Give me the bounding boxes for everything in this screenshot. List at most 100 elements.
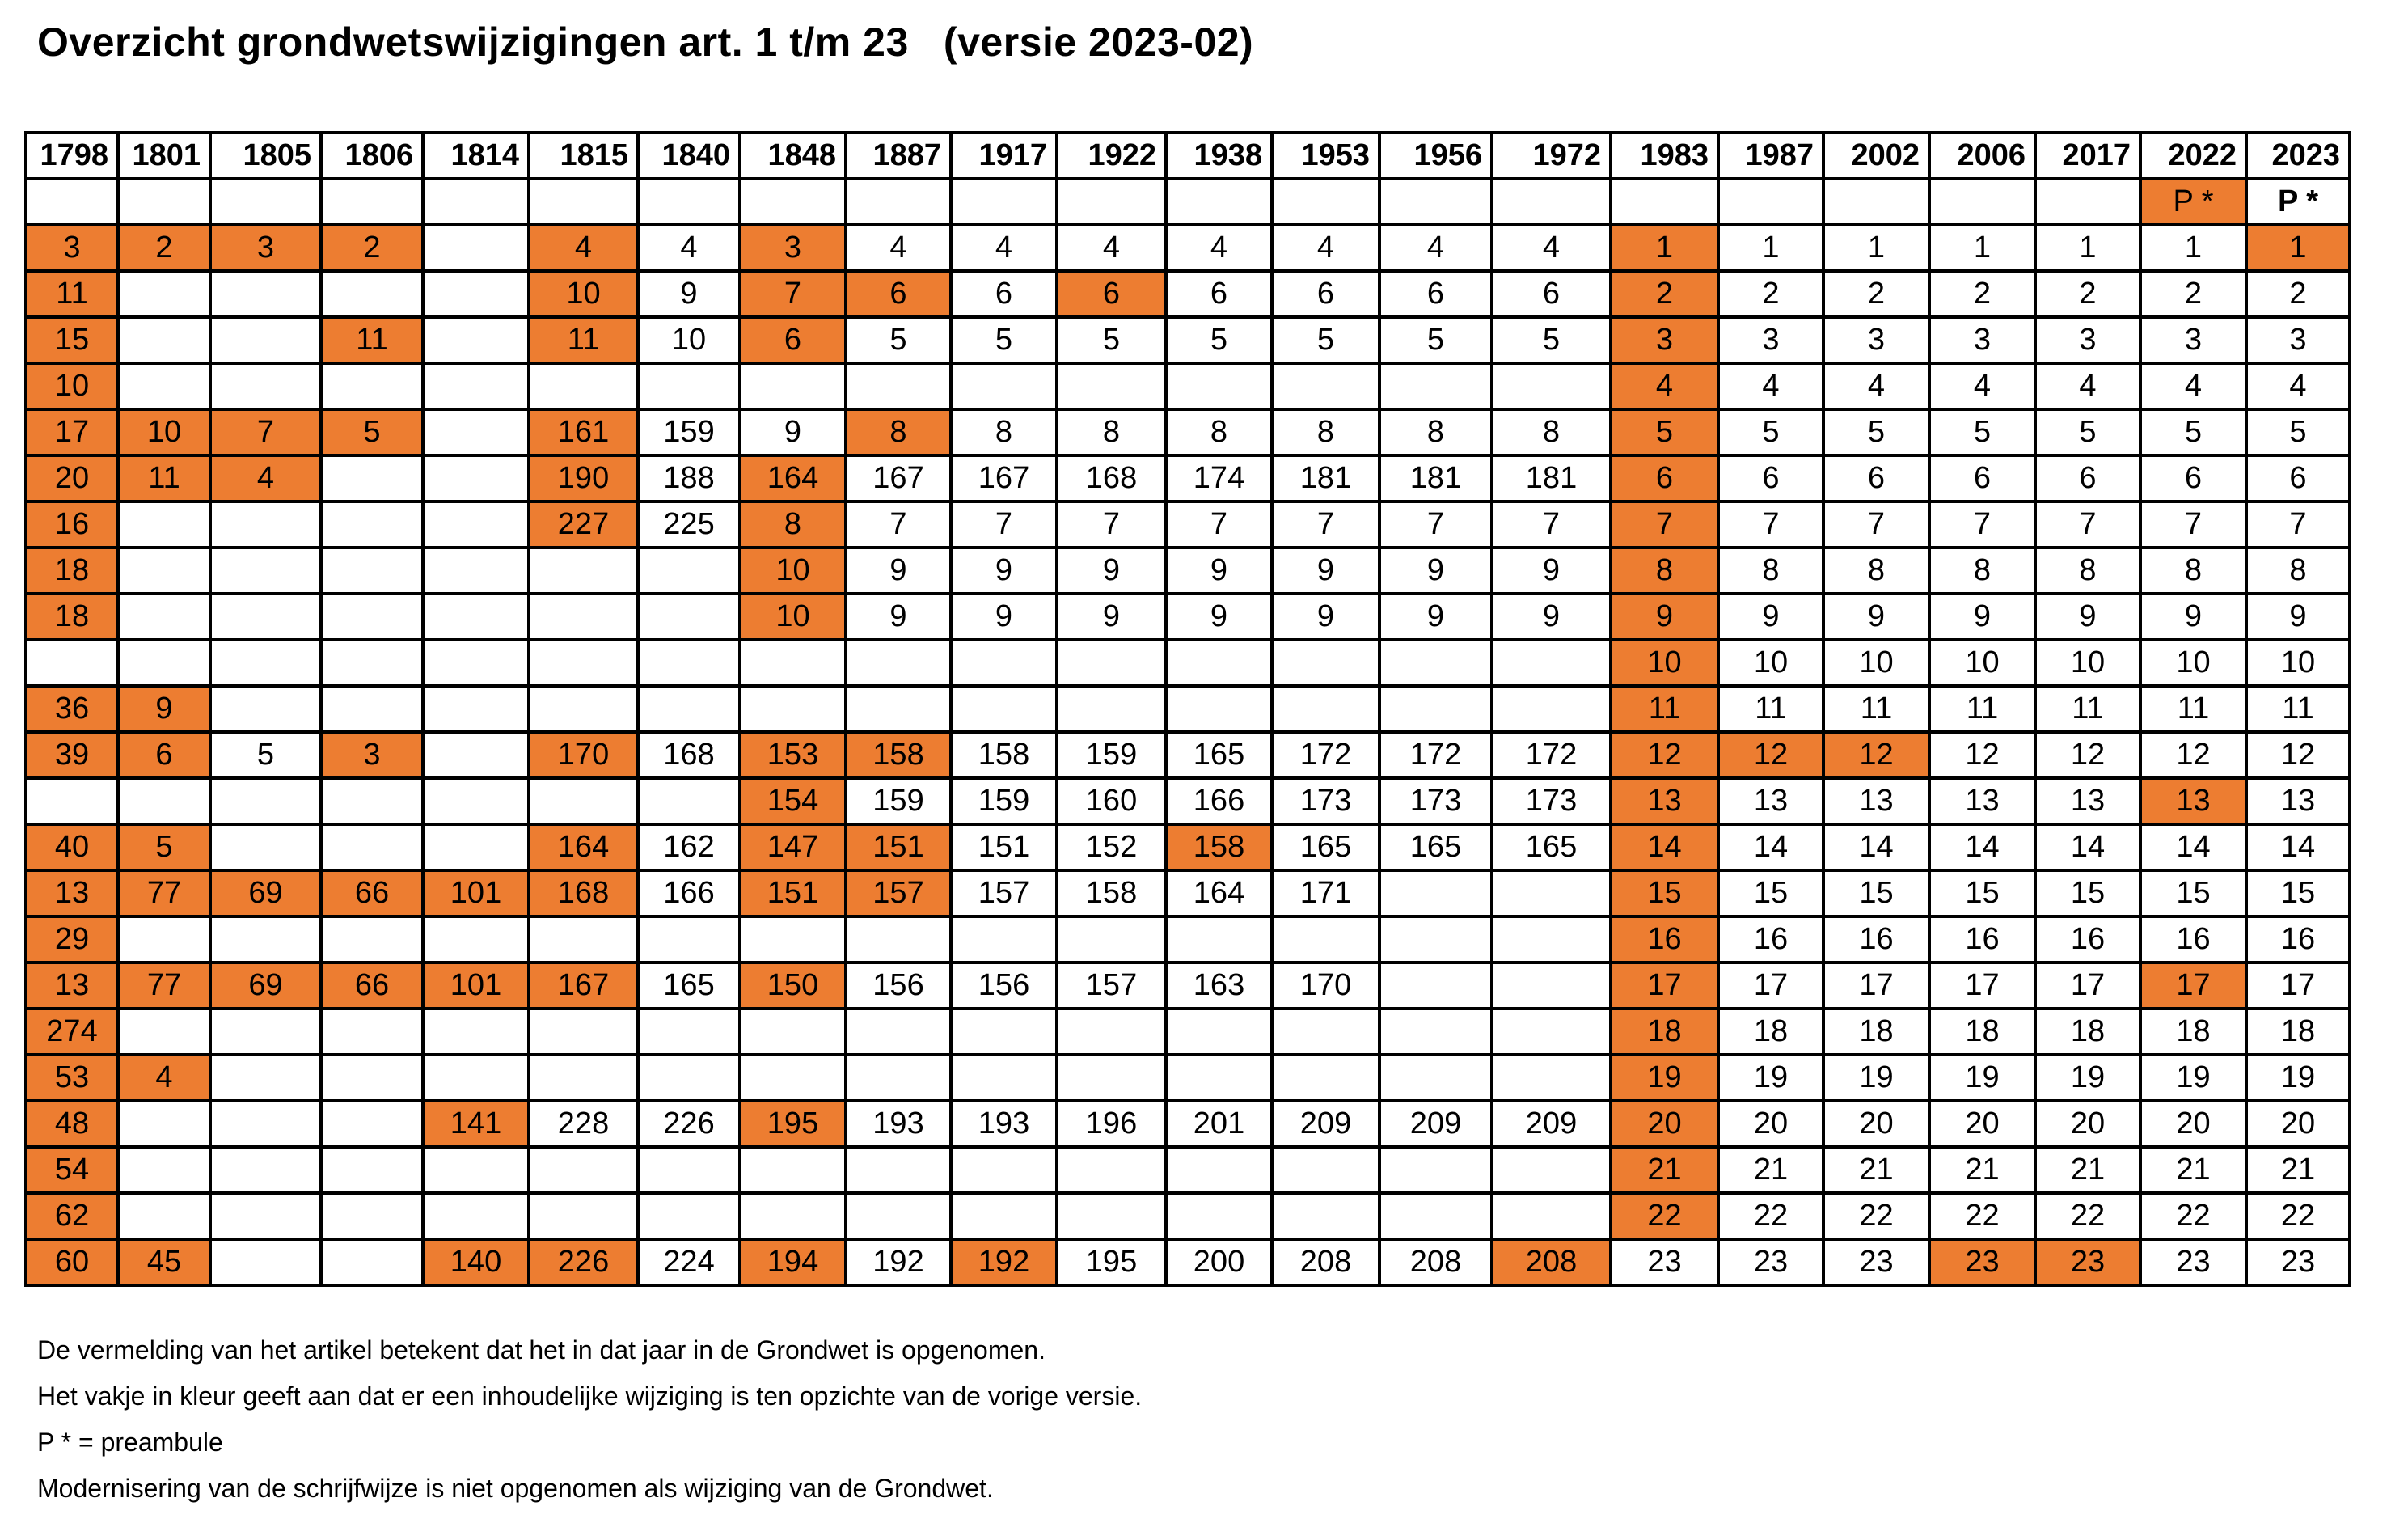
article-cell: 8 <box>738 500 847 549</box>
article-cell <box>844 1145 953 1195</box>
article-cell <box>1490 1007 1612 1056</box>
article-cell <box>209 1191 323 1241</box>
article-cell: 21 <box>1717 1145 1825 1195</box>
article-cell: 14 <box>2245 823 2351 872</box>
article-cell <box>949 362 1058 411</box>
article-cell: 12 <box>2034 730 2142 780</box>
article-cell <box>1270 684 1381 734</box>
article-cell: 20 <box>1609 1099 1720 1149</box>
article-cell: 11 <box>116 454 212 503</box>
article-cell: 5 <box>1490 315 1612 365</box>
article-cell <box>116 1145 212 1195</box>
article-cell <box>421 1053 530 1102</box>
article-cell <box>636 1145 741 1195</box>
article-cell: 2 <box>2245 269 2351 319</box>
article-cell <box>636 684 741 734</box>
article-cell: 192 <box>949 1238 1058 1287</box>
article-cell: 7 <box>949 500 1058 549</box>
article-cell: 6 <box>1490 269 1612 319</box>
article-cell <box>421 315 530 365</box>
article-cell <box>738 684 847 734</box>
article-cell: 1 <box>1822 223 1931 273</box>
article-cell: 11 <box>1609 684 1720 734</box>
article-cell: 19 <box>2034 1053 2142 1102</box>
article-cell: 14 <box>2034 823 2142 872</box>
article-cell <box>319 1145 425 1195</box>
article-cell: 194 <box>738 1238 847 1287</box>
article-cell <box>116 500 212 549</box>
article-cell: 21 <box>1609 1145 1720 1195</box>
article-cell: 18 <box>2034 1007 2142 1056</box>
article-cell <box>636 1191 741 1241</box>
article-cell: 9 <box>1378 546 1493 595</box>
article-cell: 193 <box>949 1099 1058 1149</box>
article-cell: 3 <box>1822 315 1931 365</box>
article-cell <box>209 915 323 964</box>
article-cell: 174 <box>1164 454 1274 503</box>
article-cell: 225 <box>636 500 741 549</box>
article-cell <box>319 362 425 411</box>
article-row: 13 77 69 66 101 167 165 150 156 156 157 163 170 17 17 1… <box>24 961 2351 1010</box>
article-cell: 6 <box>2034 454 2142 503</box>
article-cell <box>738 638 847 688</box>
article-cell: 6 <box>1822 454 1931 503</box>
article-cell: 22 <box>1822 1191 1931 1241</box>
article-cell: 151 <box>738 869 847 918</box>
article-cell: 15 <box>1717 869 1825 918</box>
article-cell <box>636 915 741 964</box>
article-cell: 10 <box>1822 638 1931 688</box>
article-cell: 66 <box>319 961 425 1010</box>
article-cell <box>1164 1053 1274 1102</box>
article-cell: 60 <box>24 1238 120 1287</box>
article-cell: 11 <box>2139 684 2248 734</box>
article-cell: 4 <box>1055 223 1168 273</box>
article-cell: 21 <box>2034 1145 2142 1195</box>
article-cell <box>319 1053 425 1102</box>
article-cell: 10 <box>1717 638 1825 688</box>
year-header-cell: 2022 <box>2139 131 2248 180</box>
article-cell <box>1490 362 1612 411</box>
article-cell <box>844 362 953 411</box>
article-cell <box>1055 1191 1168 1241</box>
article-cell: 12 <box>1609 730 1720 780</box>
article-cell: 15 <box>1822 869 1931 918</box>
article-cell <box>844 638 953 688</box>
article-cell <box>209 269 323 319</box>
article-cell: 22 <box>2034 1191 2142 1241</box>
article-cell: 77 <box>116 961 212 1010</box>
article-cell <box>319 546 425 595</box>
article-cell: 6 <box>1270 269 1381 319</box>
article-cell: 69 <box>209 961 323 1010</box>
article-cell: 10 <box>636 315 741 365</box>
article-cell <box>24 776 120 826</box>
article-cell: 162 <box>636 823 741 872</box>
article-cell: 8 <box>844 408 953 457</box>
article-cell <box>319 269 425 319</box>
article-cell: 16 <box>1717 915 1825 964</box>
article-cell: 8 <box>1822 546 1931 595</box>
article-cell <box>949 638 1058 688</box>
article-cell: 16 <box>1822 915 1931 964</box>
article-cell: 10 <box>2139 638 2248 688</box>
article-cell: 157 <box>949 869 1058 918</box>
article-cell: 5 <box>2245 408 2351 457</box>
article-cell <box>1164 1145 1274 1195</box>
article-cell: 227 <box>527 500 640 549</box>
article-cell <box>116 315 212 365</box>
article-cell: 226 <box>636 1099 741 1149</box>
article-cell: 11 <box>1822 684 1931 734</box>
article-row: 39 6 5 3 170 168 153 158 158 159 165 172 172 172 12 12 1… <box>24 730 2351 780</box>
article-cell <box>1270 1053 1381 1102</box>
article-cell: 158 <box>844 730 953 780</box>
article-cell: 181 <box>1378 454 1493 503</box>
article-row: 18 10 9 9 9 9 9 9 9 8 8 8 8 8 8 8 <box>24 546 2351 595</box>
article-cell: 48 <box>24 1099 120 1149</box>
article-cell: 13 <box>2034 776 2142 826</box>
article-cell: 6 <box>1609 454 1720 503</box>
article-cell <box>421 592 530 641</box>
article-cell: 7 <box>2034 500 2142 549</box>
article-row: 15 11 11 10 6 5 5 5 5 5 5 5 3 3 3 3 3 3 3 <box>24 315 2351 365</box>
article-cell: 9 <box>2139 592 2248 641</box>
article-cell: 9 <box>1164 546 1274 595</box>
